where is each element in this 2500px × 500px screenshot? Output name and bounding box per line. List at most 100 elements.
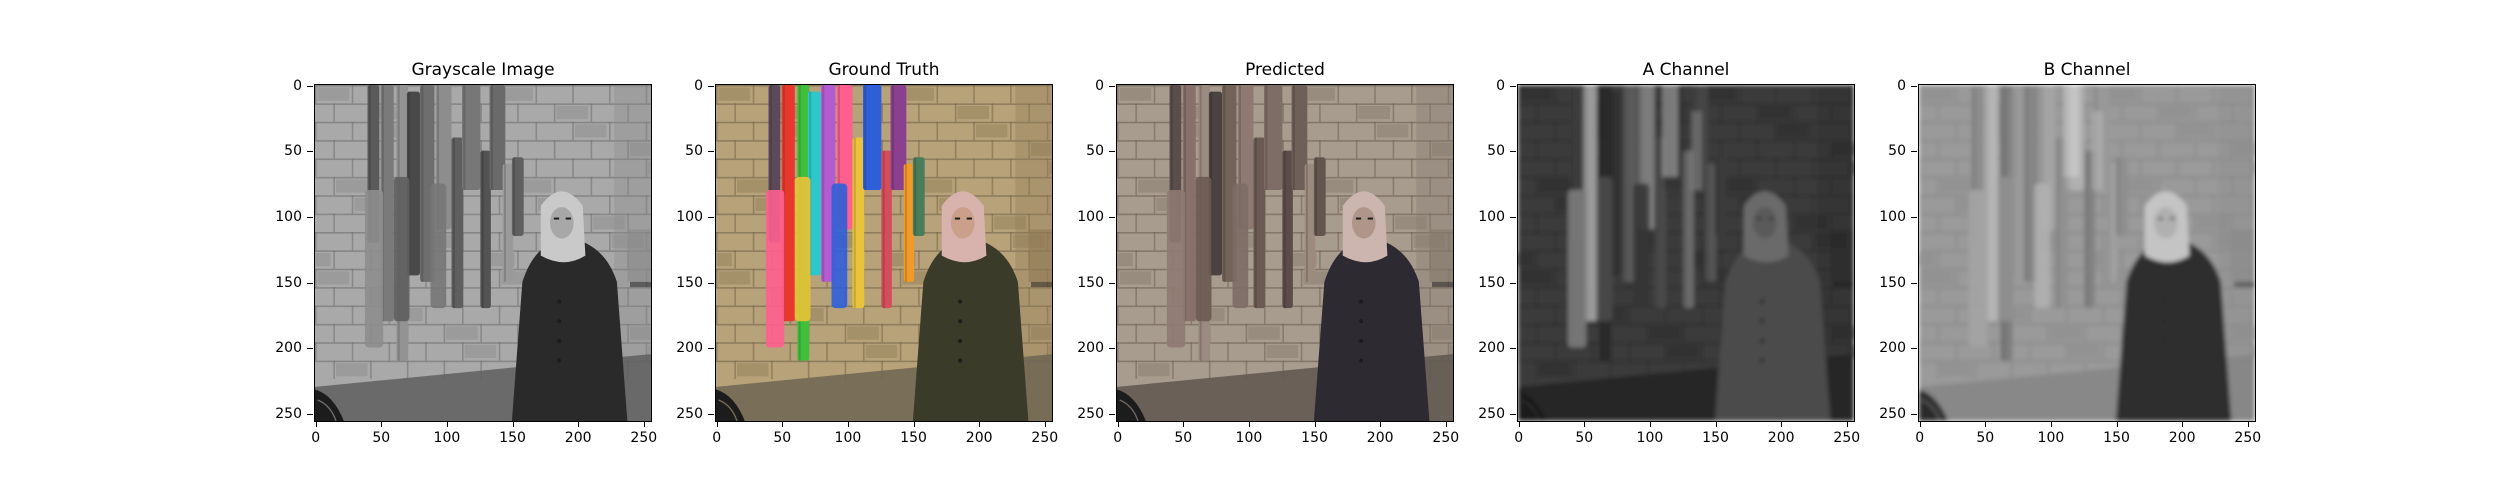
y-tick-label: 100 (676, 208, 703, 225)
y-tick-label: 150 (676, 274, 703, 291)
x-tick-mark (1117, 421, 1119, 427)
x-tick-mark (2116, 421, 2118, 427)
y-tick-mark (307, 282, 313, 284)
y-tick-label: 100 (1478, 208, 1505, 225)
image-axes (715, 84, 1053, 422)
ground-truth-image (716, 85, 1052, 421)
y-tick-mark (1510, 413, 1516, 415)
y-tick-label: 250 (1879, 405, 1906, 422)
x-tick-mark (1715, 421, 1717, 427)
x-tick-label: 0 (712, 430, 722, 446)
x-tick-label: 100 (1636, 430, 1664, 446)
x-tick-mark (512, 421, 514, 427)
a-channel-image (1518, 85, 1854, 421)
x-tick-mark (979, 421, 981, 427)
y-tick-mark (1911, 85, 1917, 87)
y-tick-mark (1510, 282, 1516, 284)
y-tick-label: 200 (1077, 340, 1104, 357)
y-tick-mark (1109, 151, 1115, 153)
x-tick-mark (446, 421, 448, 427)
y-tick-label: 150 (1077, 274, 1104, 291)
x-tick-label: 150 (1301, 430, 1328, 446)
y-tick-mark (307, 348, 313, 350)
x-tick-label: 0 (1514, 430, 1524, 446)
y-tick-mark (1109, 413, 1115, 415)
y-tick-label: 0 (694, 77, 703, 94)
x-tick-mark (1846, 421, 1848, 427)
x-tick-label: 250 (1432, 430, 1460, 446)
y-tick-mark (1911, 216, 1917, 218)
grayscale-image (315, 85, 651, 421)
x-tick-label: 250 (630, 430, 658, 446)
x-tick-label: 100 (2037, 430, 2065, 446)
y-tick-mark (1911, 413, 1917, 415)
y-tick-mark (1510, 216, 1516, 218)
x-tick-label: 50 (1976, 430, 1995, 446)
y-tick-label: 50 (1086, 143, 1104, 160)
y-tick-label: 250 (1478, 405, 1505, 422)
x-tick-mark (1183, 421, 1185, 427)
x-tick-label: 50 (372, 430, 391, 446)
panel-title: Predicted (1245, 60, 1325, 80)
x-tick-mark (315, 421, 317, 427)
x-tick-label: 0 (1113, 430, 1123, 446)
y-tick-label: 200 (275, 340, 302, 357)
y-tick-mark (1510, 151, 1516, 153)
y-tick-label: 150 (275, 274, 302, 291)
y-tick-mark (307, 85, 313, 87)
y-tick-label: 150 (1879, 274, 1906, 291)
y-tick-label: 250 (275, 405, 302, 422)
x-tick-mark (1445, 421, 1447, 427)
x-tick-label: 200 (2168, 430, 2196, 446)
y-tick-label: 200 (1879, 340, 1906, 357)
x-tick-label: 250 (1833, 430, 1861, 446)
x-tick-mark (1919, 421, 1921, 427)
x-tick-mark (1985, 421, 1987, 427)
y-tick-label: 150 (1478, 274, 1505, 291)
x-tick-mark (1518, 421, 1520, 427)
x-tick-mark (578, 421, 580, 427)
predicted-image (1117, 85, 1453, 421)
x-tick-label: 200 (965, 430, 993, 446)
x-tick-label: 150 (900, 430, 927, 446)
y-tick-mark (1911, 282, 1917, 284)
y-tick-mark (708, 413, 714, 415)
y-tick-label: 100 (1077, 208, 1104, 225)
x-tick-label: 150 (499, 430, 526, 446)
panel-title: Ground Truth (828, 60, 940, 80)
x-tick-label: 250 (1031, 430, 1059, 446)
y-tick-mark (307, 216, 313, 218)
y-tick-mark (1510, 348, 1516, 350)
y-tick-mark (307, 413, 313, 415)
x-tick-mark (1649, 421, 1651, 427)
panel-ground-truth: Ground Truth 0 0 50 50 100 100 150 150 200 200 250… (676, 60, 1058, 460)
x-tick-label: 100 (834, 430, 862, 446)
b-channel-image (1919, 85, 2255, 421)
y-tick-label: 0 (1095, 77, 1104, 94)
x-tick-label: 100 (433, 430, 461, 446)
panel-title: A Channel (1642, 60, 1730, 80)
x-tick-mark (1248, 421, 1250, 427)
panel-title: Grayscale Image (411, 60, 555, 80)
y-tick-mark (708, 282, 714, 284)
x-tick-label: 250 (2234, 430, 2262, 446)
x-tick-label: 200 (1767, 430, 1795, 446)
y-tick-mark (708, 348, 714, 350)
x-tick-mark (716, 421, 718, 427)
x-tick-mark (1314, 421, 1316, 427)
x-tick-label: 50 (1575, 430, 1594, 446)
panel-grayscale: Grayscale Image 0 0 50 50 100 100 150 150 200 200… (275, 60, 657, 460)
y-tick-label: 50 (1487, 143, 1505, 160)
x-tick-mark (1044, 421, 1046, 427)
y-tick-label: 100 (1879, 208, 1906, 225)
x-tick-mark (643, 421, 645, 427)
y-tick-mark (1911, 348, 1917, 350)
y-tick-label: 50 (284, 143, 302, 160)
y-tick-mark (1911, 151, 1917, 153)
y-tick-mark (708, 151, 714, 153)
y-tick-mark (307, 151, 313, 153)
y-tick-mark (708, 85, 714, 87)
y-tick-label: 0 (1496, 77, 1505, 94)
x-tick-label: 50 (1174, 430, 1193, 446)
x-tick-label: 200 (1366, 430, 1394, 446)
